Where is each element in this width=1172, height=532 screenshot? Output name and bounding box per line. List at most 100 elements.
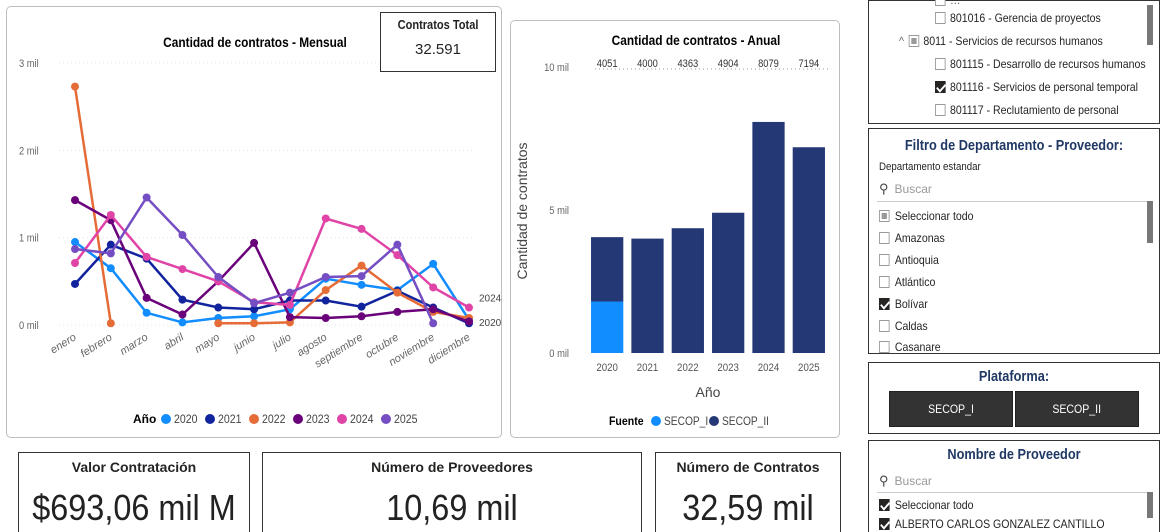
x-tick-label: enero	[48, 331, 78, 356]
list-item[interactable]: Seleccionar todo	[879, 498, 974, 512]
list-item[interactable]: Antioquia	[879, 253, 939, 267]
list-item-label: Bolívar	[894, 297, 928, 311]
department-search[interactable]: ⚲ Buscar	[879, 181, 932, 197]
data-point-2020	[178, 318, 187, 327]
checkbox-icon[interactable]	[935, 104, 946, 116]
x-tick-label: marzo	[118, 331, 150, 357]
checkbox-icon[interactable]	[879, 276, 890, 288]
checkbox-icon[interactable]	[935, 58, 946, 70]
list-item-label: Casanare	[894, 340, 941, 354]
scrollbar[interactable]	[1147, 492, 1153, 518]
list-item[interactable]: Atlántico	[879, 275, 935, 289]
data-point-2024	[178, 265, 187, 274]
list-item-label: Atlántico	[894, 275, 936, 289]
bar-SECOP_II	[752, 121, 785, 353]
legend-entry: SECOP_II	[722, 415, 769, 428]
x-axis-label: Año	[696, 384, 721, 400]
search-icon: ⚲	[879, 473, 889, 488]
data-point-2020	[250, 312, 259, 321]
x-tick-label: 2024	[758, 363, 780, 375]
checkbox-icon[interactable]	[935, 12, 946, 24]
list-item[interactable]: Seleccionar todo	[879, 209, 974, 223]
category-tree-slicer: … 801016 - Gerencia de proyectos ^ 8011 …	[868, 0, 1160, 124]
checkbox-icon[interactable]	[879, 499, 890, 511]
data-point-2024	[357, 224, 366, 233]
legend-entry: SECOP_I	[664, 415, 708, 428]
list-item[interactable]: ALBERTO CARLOS GONZALEZ CANTILLO	[879, 517, 1105, 531]
kpi-contracts-label: Número de Contratos	[676, 459, 820, 475]
x-tick-label: julio	[269, 331, 294, 353]
total-label: 8079	[758, 58, 779, 70]
tree-item[interactable]: 801016 - Gerencia de proyectos	[935, 11, 1101, 25]
legend-marker	[205, 414, 215, 424]
platform-button-secop-i[interactable]: SECOP_I	[889, 391, 1013, 427]
list-item-label: Antioquia	[894, 253, 939, 267]
checkbox-icon[interactable]	[935, 81, 946, 93]
data-point-2021	[71, 279, 79, 288]
data-point-2023	[429, 305, 438, 314]
tree-item[interactable]: 801115 - Desarrollo de recursos humanos	[935, 57, 1146, 71]
checkbox-icon[interactable]	[879, 232, 890, 244]
legend-entry: 2021	[218, 413, 241, 426]
legend-entry: 2023	[306, 413, 329, 426]
checkbox-icon[interactable]	[879, 298, 890, 310]
data-point-2020	[357, 280, 366, 289]
tree-item[interactable]: ^ 8011 - Servicios de recursos humanos	[899, 34, 1103, 48]
tree-item[interactable]: 801117 - Reclutamiento de personal	[935, 103, 1119, 117]
checkbox-icon[interactable]	[879, 341, 890, 353]
tree-item-label: 801115 - Desarrollo de recursos humanos	[949, 57, 1146, 71]
checkbox-icon[interactable]	[879, 518, 890, 530]
chevron-up-icon[interactable]: ^	[899, 34, 904, 48]
data-point-2024	[142, 252, 151, 261]
scrollbar[interactable]	[1147, 201, 1153, 243]
checkbox-icon[interactable]	[879, 320, 890, 332]
y-axis-label: Cantidad de contratos	[514, 143, 530, 280]
list-item[interactable]: Amazonas	[879, 231, 945, 245]
end-label: 2024	[479, 294, 502, 305]
x-tick-label: 2021	[637, 363, 659, 375]
provider-search[interactable]: ⚲ Buscar	[879, 473, 932, 489]
data-point-2024	[321, 214, 330, 223]
total-contracts-label: Contratos Total	[397, 17, 479, 32]
checkbox-icon[interactable]	[935, 0, 946, 6]
kpi-providers-label: Número de Proveedores	[371, 459, 533, 475]
legend-entry: 2022	[262, 413, 285, 426]
checkbox-icon[interactable]	[879, 210, 890, 222]
tree-item-label: 801116 - Servicios de personal temporal	[949, 80, 1139, 94]
divider	[877, 201, 1151, 202]
data-point-2022	[321, 286, 330, 295]
annual-bar-chart[interactable]: Cantidad de contratos - Anual 0 mil 5 mil 1…	[511, 21, 841, 439]
department-search-input[interactable]: Buscar	[894, 182, 932, 196]
data-point-2022	[106, 319, 115, 328]
data-point-2023	[178, 310, 187, 319]
x-tick-label: febrero	[78, 331, 114, 360]
data-point-2025	[178, 231, 187, 240]
checkbox-icon[interactable]	[879, 254, 890, 266]
data-point-2023	[71, 196, 79, 205]
monthly-line-chart[interactable]: Cantidad de contratos - Mensual 0 mil 1 mi…	[7, 7, 503, 439]
kpi-providers-amount: 10,69 mil	[386, 487, 518, 528]
kpi-contracts-amount: 32,59 mil	[682, 487, 814, 528]
data-point-2023	[357, 312, 366, 321]
divider	[877, 492, 1151, 493]
total-label: 4904	[718, 58, 739, 70]
platform-button-secop-ii[interactable]: SECOP_II	[1015, 391, 1139, 427]
list-item[interactable]: Casanare	[879, 340, 941, 354]
bar-SECOP_II	[712, 212, 745, 353]
provider-search-input[interactable]: Buscar	[894, 474, 932, 488]
data-point-2022	[71, 82, 79, 91]
data-point-2021	[321, 296, 330, 305]
data-point-2024	[285, 300, 294, 309]
list-item[interactable]: Bolívar	[879, 297, 928, 311]
total-label: 4000	[637, 58, 658, 70]
legend-marker	[651, 416, 661, 426]
tree-item[interactable]: 801116 - Servicios de personal temporal	[935, 80, 1138, 94]
data-point-2023	[142, 293, 151, 302]
checkbox-icon[interactable]	[908, 35, 919, 47]
list-item[interactable]: Caldas	[879, 319, 928, 333]
x-tick-label: junio	[230, 331, 258, 355]
tree-item-partial-top[interactable]: …	[935, 0, 961, 7]
legend-entry: 2020	[174, 413, 197, 426]
scrollbar[interactable]	[1147, 5, 1153, 45]
series-line-2021	[74, 243, 470, 325]
